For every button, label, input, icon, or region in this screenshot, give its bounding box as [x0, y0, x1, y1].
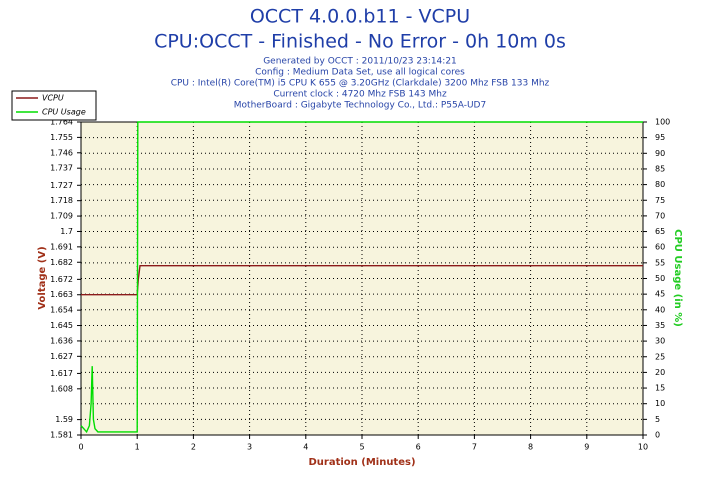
y2-tick-label: 95	[655, 133, 665, 142]
y2-tick-label: 50	[655, 274, 665, 283]
data-line	[81, 265, 643, 296]
y2-tick-label: 100	[655, 118, 670, 127]
y2-tick-label: 65	[655, 227, 665, 236]
y-tick-label: 1.617	[50, 369, 73, 378]
header-note: CPU : Intel(R) Core(TM) i5 CPU K 655 @ 3…	[171, 79, 550, 89]
y-tick-label: 1.691	[50, 242, 73, 251]
y2-tick-label: 0	[655, 431, 660, 440]
x-tick-label: 10	[638, 443, 648, 452]
y-tick-label: 1.654	[50, 306, 73, 315]
y-tick-label: 1.727	[50, 181, 73, 190]
x-tick-label: 6	[416, 443, 421, 452]
header-note: MotherBoard : Gigabyte Technology Co., L…	[234, 101, 486, 111]
legend-label: CPU Usage	[42, 108, 86, 117]
y-tick-label: 1.663	[50, 290, 73, 299]
x-tick-label: 2	[191, 443, 196, 452]
x-tick-label: 5	[359, 443, 364, 452]
y2-tick-label: 10	[655, 399, 665, 408]
y2-tick-label: 35	[655, 321, 665, 330]
y2-tick-label: 70	[655, 211, 665, 220]
y-tick-label: 1.581	[50, 431, 73, 440]
header-note: Current clock : 4720 Mhz FSB 143 Mhz	[273, 90, 447, 100]
y-tick-label: 1.645	[50, 321, 73, 330]
y2-tick-label: 40	[655, 305, 665, 314]
y2-tick-label: 25	[655, 352, 665, 361]
legend-box	[11, 90, 97, 121]
y2-tick-label: 15	[655, 384, 665, 393]
y2-tick-label: 75	[655, 196, 665, 205]
y-tick-label: 1.718	[50, 196, 73, 205]
y-tick-label: 1.755	[50, 133, 73, 142]
chart-subtitle: CPU:OCCT - Finished - No Error - 0h 10m …	[154, 31, 566, 53]
y2-tick-label: 45	[655, 290, 665, 299]
y-tick-label: 1.682	[50, 258, 73, 267]
y2-tick-label: 60	[655, 243, 665, 252]
legend-label: VCPU	[42, 94, 64, 103]
x-tick-label: 0	[78, 443, 83, 452]
x-tick-label: 1	[135, 443, 140, 452]
y-tick-label: 1.627	[50, 352, 73, 361]
y2-tick-label: 5	[655, 415, 660, 424]
y2-tick-label: 30	[655, 337, 665, 346]
y-tick-label: 1.59	[55, 415, 73, 424]
chart-title: OCCT 4.0.0.b11 - VCPU	[250, 6, 470, 28]
y-tick-label: 1.672	[50, 275, 73, 284]
y-tick-label: 1.709	[50, 212, 73, 221]
y2-tick-label: 85	[655, 164, 665, 173]
y-tick-label: 1.737	[50, 164, 73, 173]
y-tick-label: 1.764	[50, 118, 73, 127]
x-tick-label: 9	[584, 443, 589, 452]
y2-tick-label: 80	[655, 180, 665, 189]
x-tick-label: 4	[303, 443, 308, 452]
header-note: Config : Medium Data Set, use all logica…	[255, 68, 465, 78]
data-line	[80, 121, 643, 434]
y2-tick-label: 20	[655, 368, 665, 377]
y2-tick-label: 90	[655, 149, 665, 158]
y-tick-label: 1.746	[50, 148, 73, 157]
y-tick-label: 1.636	[50, 336, 73, 345]
y2-tick-label: 55	[655, 258, 665, 267]
y-tick-label: 1.608	[50, 384, 73, 393]
header-note: Generated by OCCT : 2011/10/23 23:14:21	[263, 57, 457, 67]
x-tick-label: 7	[472, 443, 477, 452]
y-axis-label: Voltage (V)	[37, 246, 48, 309]
x-axis-label: Duration (Minutes)	[308, 457, 415, 468]
y-tick-label: 1.7	[60, 227, 73, 236]
y2-axis-label: CPU Usage (in %)	[672, 229, 683, 327]
x-tick-label: 8	[528, 443, 533, 452]
x-tick-label: 3	[247, 443, 252, 452]
